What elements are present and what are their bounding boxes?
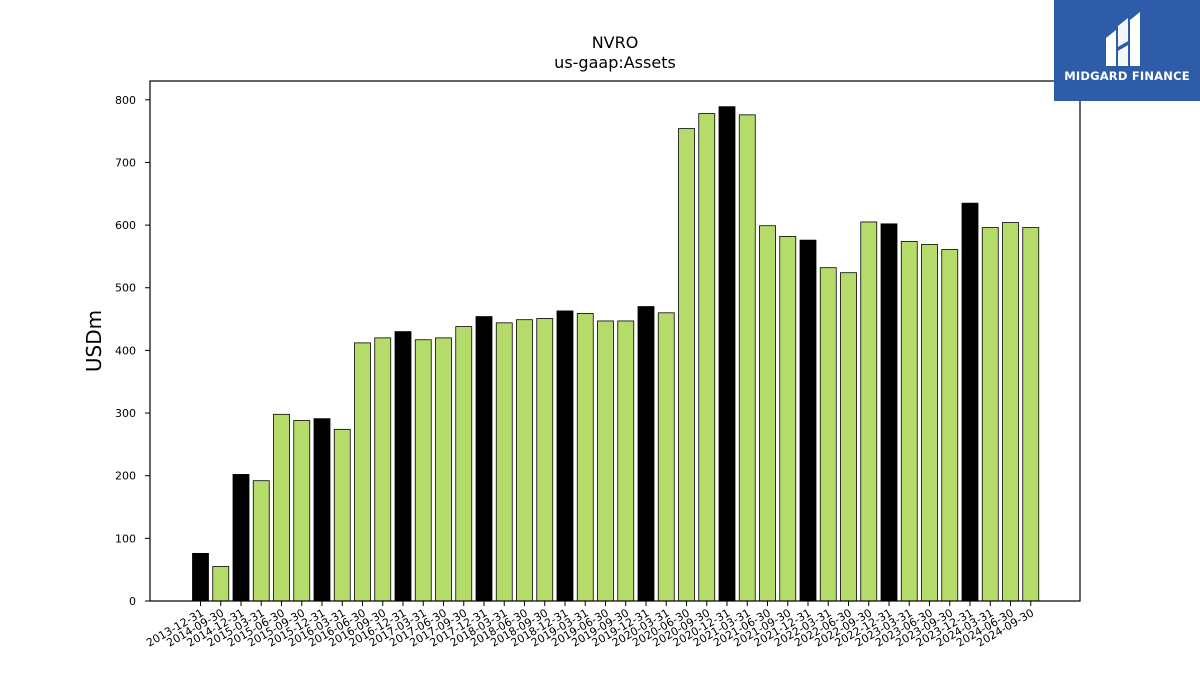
- bar-2020-06-30: [678, 128, 695, 602]
- y-tick-label: 200: [115, 470, 136, 483]
- bar-2014-09-30: [212, 566, 230, 602]
- y-tick-label: 100: [115, 532, 136, 545]
- bar-2017-12-31: [475, 316, 493, 602]
- bar-2022-06-30: [840, 272, 857, 602]
- bar-2015-12-31: [313, 418, 331, 602]
- bar-2018-12-31: [556, 310, 574, 602]
- bar-2018-03-31: [495, 322, 513, 602]
- bar-2021-03-31: [738, 114, 756, 602]
- bars-group: [192, 106, 1040, 602]
- bar-2022-03-31: [819, 267, 837, 602]
- y-tick-label: 500: [115, 282, 136, 295]
- bar-2016-09-30: [374, 337, 392, 602]
- bar-2022-09-30: [860, 221, 878, 602]
- bar-2024-06-30: [1002, 222, 1019, 602]
- y-tick-label: 800: [115, 94, 136, 107]
- y-tick-label: 0: [129, 595, 136, 608]
- bar-2024-09-30: [1022, 227, 1040, 602]
- bar-2015-09-30: [293, 420, 311, 602]
- bar-2017-09-30: [455, 326, 473, 602]
- bar-2015-03-31: [252, 480, 270, 602]
- bar-2017-06-30: [435, 337, 452, 602]
- bar-2019-12-31: [637, 306, 655, 602]
- bar-2021-06-30: [759, 225, 776, 602]
- bar-2023-12-31: [961, 202, 979, 602]
- x-ticks-group: 2013-12-312014-09-302014-12-312015-03-31…: [144, 601, 1036, 650]
- chart-subtitle: us-gaap:Assets: [554, 53, 676, 72]
- midgard-finance-logo: MIDGARD FINANCE: [1054, 0, 1200, 101]
- bar-2021-12-31: [799, 239, 817, 602]
- bar-2013-12-31: [192, 552, 209, 602]
- chart-title: NVRO: [592, 33, 639, 52]
- bar-2020-03-31: [657, 312, 675, 602]
- bar-2022-12-31: [880, 223, 898, 602]
- plot-frame: [149, 80, 1081, 602]
- bar-2019-06-30: [597, 320, 614, 602]
- bar-2024-03-31: [981, 227, 999, 602]
- bar-2016-12-31: [394, 331, 412, 602]
- bar-2018-06-30: [516, 319, 533, 602]
- y-tick-label: 700: [115, 156, 136, 169]
- y-tick-label: 400: [115, 344, 136, 357]
- bar-2017-03-31: [414, 339, 432, 602]
- bar-2020-09-30: [698, 113, 716, 602]
- midgard-logo-icon: [1106, 12, 1140, 66]
- bar-2019-09-30: [617, 320, 635, 602]
- bar-2021-09-30: [779, 235, 797, 602]
- bar-2023-09-30: [941, 249, 959, 602]
- y-tick-label: 600: [115, 219, 136, 232]
- y-tick-label: 300: [115, 407, 136, 420]
- bar-2019-03-31: [576, 313, 594, 602]
- bar-2015-06-30: [273, 413, 290, 602]
- bar-2014-12-31: [232, 474, 250, 602]
- bar-2018-09-30: [536, 318, 554, 602]
- bar-2023-03-31: [900, 240, 918, 602]
- bar-2023-06-30: [921, 244, 938, 602]
- y-axis-label: USDm: [82, 310, 106, 372]
- logo-text: MIDGARD FINANCE: [1064, 69, 1190, 83]
- bar-2016-03-31: [333, 428, 351, 602]
- bar-2020-12-31: [718, 106, 736, 602]
- bar-2016-06-30: [354, 342, 371, 602]
- y-ticks-group: 0 100 200 300 400 500 600 700 800: [115, 94, 150, 608]
